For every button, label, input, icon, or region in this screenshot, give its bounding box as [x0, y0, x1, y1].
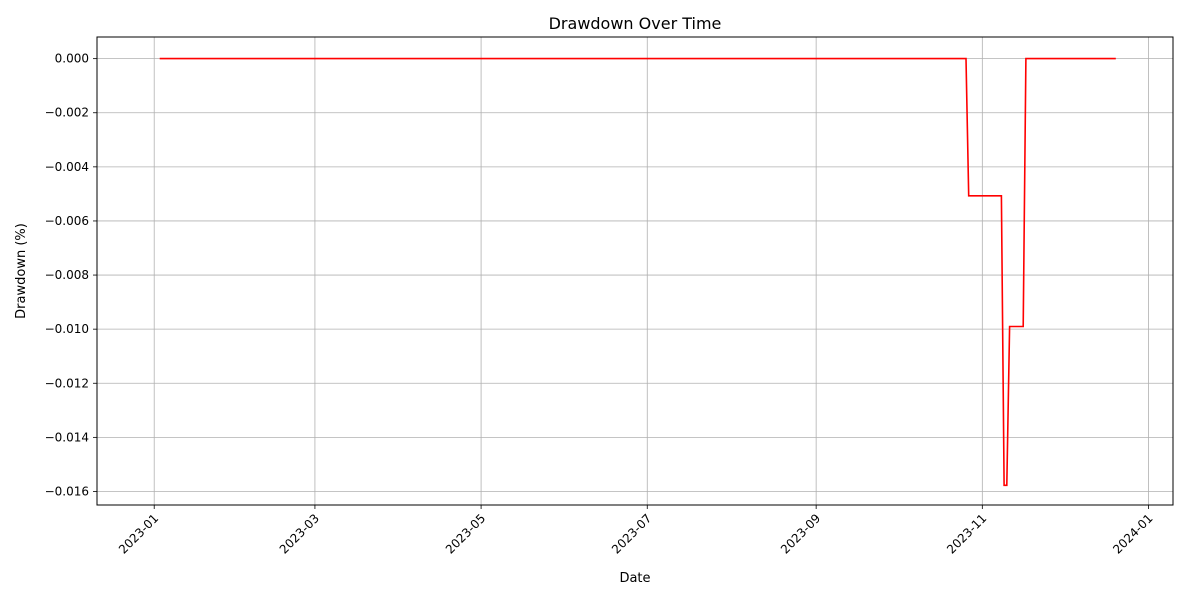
drawdown-line: [159, 57, 1116, 487]
y-tick-label: −0.004: [45, 160, 89, 174]
y-tick-label: −0.002: [45, 106, 89, 120]
y-tick-label: −0.014: [45, 430, 89, 444]
y-tick-label: −0.006: [45, 214, 89, 228]
y-axis-title: Drawdown (%): [14, 223, 29, 319]
y-tick-label: 0.000: [55, 52, 89, 66]
y-tick-label: −0.012: [45, 376, 89, 390]
x-axis-title: Date: [619, 571, 650, 586]
grid: [97, 37, 1173, 505]
y-tick-label: −0.016: [45, 484, 89, 498]
plot-frame: [96, 36, 1174, 506]
series-layer: [159, 57, 1116, 487]
chart-title: Drawdown Over Time: [549, 14, 722, 33]
y-tick-label: −0.010: [45, 322, 89, 336]
y-tick-label: −0.008: [45, 268, 89, 282]
